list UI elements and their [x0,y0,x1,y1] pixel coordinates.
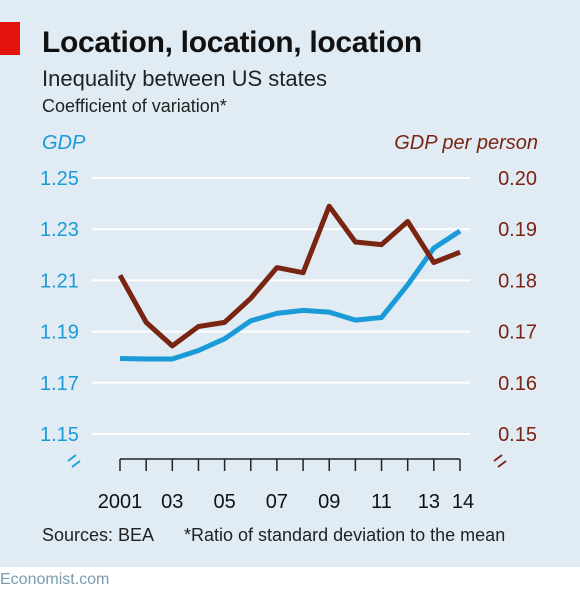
x-tick-label: 2001 [98,491,143,513]
x-tick-label: 03 [161,491,183,513]
chart-panel: Location, location, location Inequality … [0,0,580,567]
right-tick-label: 0.19 [498,219,537,241]
left-tick-label: 1.21 [40,270,79,292]
line-chart: 1.15 1.17 1.19 1.21 1.23 1.25 0.15 0.16 0.17 0.18… [40,168,537,513]
x-tick-label: 09 [318,491,340,513]
right-axis-title: GDP per person [394,132,538,154]
brand-red-tab [0,22,20,55]
chart-unit-note: Coefficient of variation* [42,96,227,116]
right-tick-label: 0.18 [498,270,537,292]
chart-subtitle: Inequality between US states [42,66,327,91]
right-tick-label: 0.17 [498,322,537,344]
left-tick-label: 1.17 [40,373,79,395]
x-tick-label: 07 [266,491,288,513]
right-tick-label: 0.16 [498,373,537,395]
left-axis-break-icon [67,454,81,468]
right-tick-label: 0.20 [498,168,537,190]
left-axis-title: GDP [42,132,86,154]
x-tick-label: 14 [452,491,474,513]
left-tick-label: 1.19 [40,322,79,344]
source-note: Sources: BEA [42,525,155,545]
x-tick-label: 11 [371,491,392,513]
brand-link[interactable]: Economist.com [0,571,110,588]
footnote: *Ratio of standard deviation to the mean [184,525,506,545]
right-tick-label: 0.15 [498,424,537,446]
series-line-gdp-per-person [117,203,461,349]
left-tick-label: 1.23 [40,219,79,241]
x-tick-label: 13 [418,491,440,513]
right-axis-break-icon [493,454,507,468]
chart-title: Location, location, location [42,26,422,59]
x-tick-label: 05 [213,491,235,513]
left-tick-label: 1.25 [40,168,79,190]
series-line-gdp [119,228,462,362]
left-tick-label: 1.15 [40,424,79,446]
